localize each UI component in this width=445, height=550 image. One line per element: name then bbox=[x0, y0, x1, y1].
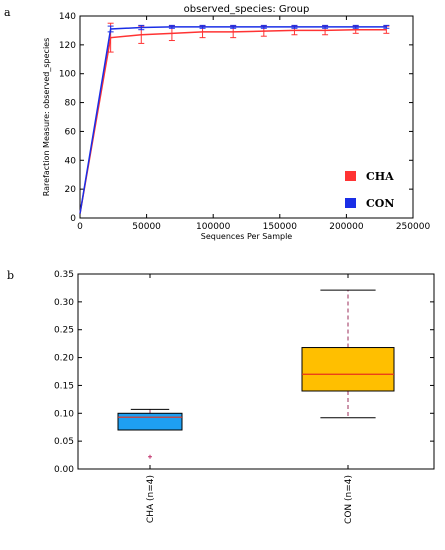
y-tick-label: 0.25 bbox=[54, 326, 74, 336]
y-tick-label: 0 bbox=[70, 214, 76, 224]
y-tick-label: 40 bbox=[65, 156, 77, 166]
error-bar-con bbox=[291, 24, 298, 29]
x-tick-label: 200000 bbox=[329, 222, 364, 232]
panel-a-label: a bbox=[4, 6, 11, 19]
error-bar-con bbox=[199, 24, 206, 29]
x-axis-title: Sequences Per Sample bbox=[201, 232, 293, 241]
y-tick-label: 100 bbox=[59, 70, 76, 80]
y-axis-title: Rarefaction Measure: observed_species bbox=[42, 38, 51, 197]
x-category-label: CON (n=4) bbox=[344, 475, 354, 524]
y-tick-label: 20 bbox=[65, 185, 77, 195]
legend-swatch-cha bbox=[345, 171, 356, 181]
series-line-cha bbox=[79, 28, 387, 214]
y-tick-label: 120 bbox=[59, 41, 76, 51]
x-tick-label: 250000 bbox=[396, 222, 431, 232]
y-tick-label: 0.20 bbox=[54, 354, 74, 364]
y-tick-label: 60 bbox=[65, 127, 77, 137]
y-tick-label: 0.00 bbox=[54, 465, 74, 475]
error-bar-con bbox=[352, 24, 359, 29]
x-tick-label: 100000 bbox=[196, 222, 231, 232]
x-tick-label: 0 bbox=[77, 222, 83, 232]
y-tick-label: 140 bbox=[59, 12, 76, 22]
error-bar-con bbox=[107, 25, 114, 33]
legend-swatch-con bbox=[345, 198, 356, 208]
error-bar-con bbox=[168, 24, 175, 29]
box-cha bbox=[117, 408, 183, 459]
x-tick-label: 150000 bbox=[263, 222, 298, 232]
legend-label-cha: CHA bbox=[366, 170, 394, 183]
legend-label-con: CON bbox=[366, 197, 394, 210]
box-body bbox=[301, 347, 395, 392]
y-tick-label: 80 bbox=[65, 99, 77, 109]
plot-frame bbox=[77, 273, 435, 470]
plot-frame bbox=[79, 15, 414, 219]
error-bar-con bbox=[230, 24, 237, 29]
rarefaction-chart: observed_species: Group 0 50000 100000 15000… bbox=[42, 4, 430, 241]
x-category-label: CHA (n=4) bbox=[146, 475, 156, 523]
box-con bbox=[301, 289, 395, 419]
y-tick-label: 0.10 bbox=[54, 409, 74, 419]
outlier-marker bbox=[148, 454, 152, 459]
y-tick-label: 0.05 bbox=[54, 437, 74, 447]
y-tick-label: 0.30 bbox=[54, 298, 74, 308]
error-bar-con bbox=[260, 24, 267, 29]
y-tick-label: 0.15 bbox=[54, 381, 74, 391]
series-line-con bbox=[79, 26, 387, 214]
boxplot-chart: 0.00 0.05 0.10 0.15 0.20 0.25 0.30 0.35 CHA (n=4… bbox=[54, 270, 435, 524]
error-bar-con bbox=[383, 24, 390, 29]
panel-b-label: b bbox=[7, 269, 14, 282]
x-tick-label: 50000 bbox=[132, 222, 161, 232]
y-tick-label: 0.35 bbox=[54, 270, 74, 280]
chart-title: observed_species: Group bbox=[184, 4, 310, 15]
error-bar-con bbox=[138, 24, 145, 31]
error-bar-con bbox=[322, 24, 329, 29]
box-body bbox=[117, 412, 183, 431]
